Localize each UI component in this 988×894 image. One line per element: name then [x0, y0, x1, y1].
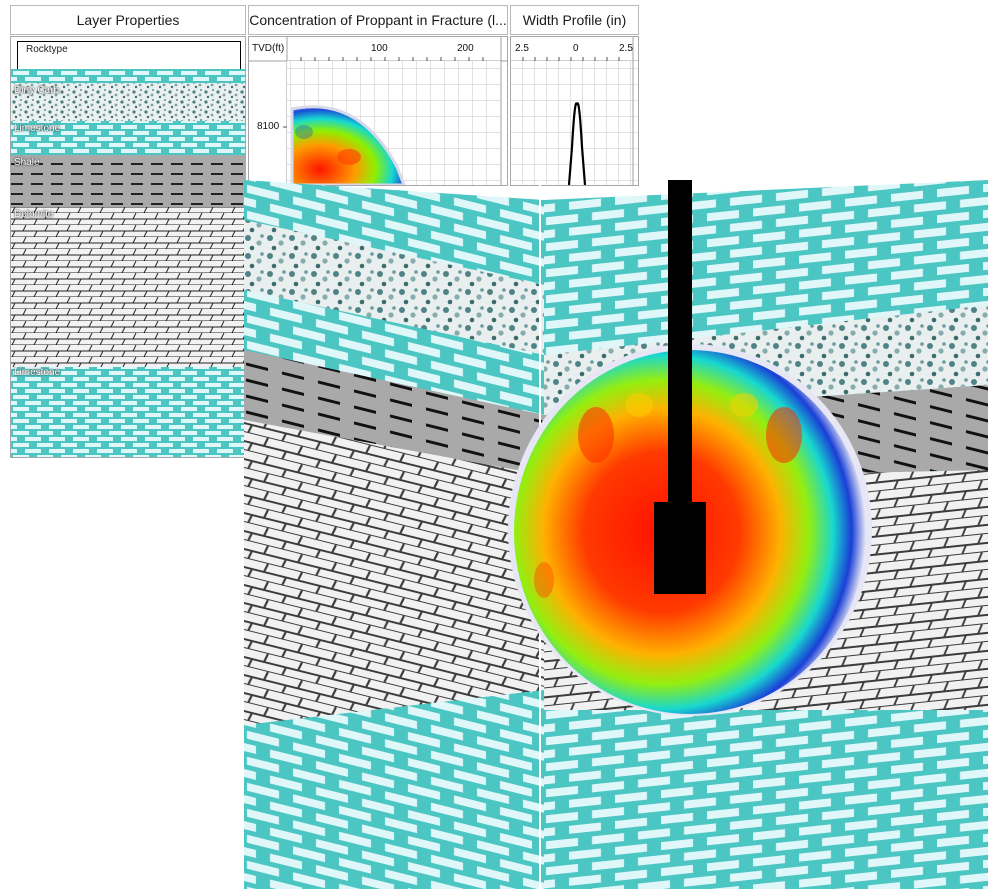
- left-dirty-carb-band: [244, 220, 544, 355]
- wellbore-pipe: [668, 180, 692, 510]
- layer-label-dirty-carb: Dirty Carb.: [14, 85, 62, 96]
- width-profile-curve: [567, 102, 587, 185]
- fracture-profile-small: [290, 105, 406, 185]
- fracture-3d-scene: [244, 180, 988, 889]
- x-tick-200: 200: [457, 43, 474, 54]
- layer-limestone-top: [11, 69, 245, 83]
- layer-label-dolomite: Dolomite: [14, 209, 54, 220]
- concentration-title: Concentration of Proppant in Fracture (l…: [249, 12, 507, 28]
- width-profile-header[interactable]: Width Profile (in): [510, 5, 639, 35]
- rocktype-column-header[interactable]: Rocktype: [17, 41, 241, 71]
- layer-shale: [11, 155, 245, 207]
- layer-label-limestone-1: Limestone: [14, 123, 61, 134]
- layer-properties-header[interactable]: Layer Properties: [10, 5, 246, 35]
- layer-properties-panel: Rocktype: [10, 36, 246, 458]
- concentration-plot: [249, 37, 507, 185]
- fracture-3d-view[interactable]: [244, 180, 988, 889]
- rock-layer-column: [11, 69, 245, 457]
- left-shale-band: [244, 350, 544, 475]
- y-tick-8100: 8100: [257, 121, 280, 132]
- x-tick-100: 100: [371, 43, 388, 54]
- layer-label-limestone-2: Limestone: [14, 367, 61, 378]
- ruler-ticks: [283, 57, 484, 128]
- width-profile-plot: [511, 37, 638, 185]
- width-tick-right: 2.5: [619, 43, 633, 54]
- width-profile-title: Width Profile (in): [522, 12, 627, 28]
- concentration-panel: TVD(ft) 100 200 8100: [248, 36, 508, 186]
- left-dolomite-band: [244, 420, 544, 725]
- width-tick-left: 2.5: [515, 43, 529, 54]
- width-profile-panel: 2.5 0 2.5: [510, 36, 639, 186]
- concentration-header[interactable]: Concentration of Proppant in Fracture (l…: [248, 5, 508, 35]
- width-tick-center: 0: [573, 43, 579, 54]
- layer-dolomite: [11, 207, 245, 367]
- layer-label-shale: Shale: [14, 157, 40, 168]
- layer-dirty-carb: [11, 83, 245, 121]
- layer-properties-title: Layer Properties: [76, 12, 180, 28]
- layer-limestone-1: [11, 121, 245, 155]
- layer-limestone-2: [11, 367, 245, 457]
- perforation-zone: [654, 502, 706, 594]
- tvd-axis-label: TVD(ft): [252, 43, 285, 54]
- rocktype-label: Rocktype: [26, 44, 68, 55]
